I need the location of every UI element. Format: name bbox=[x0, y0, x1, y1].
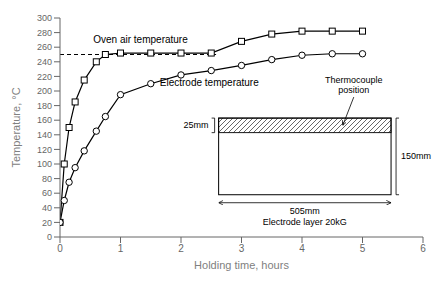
svg-text:300: 300 bbox=[37, 13, 52, 23]
svg-text:25mm: 25mm bbox=[184, 120, 209, 130]
svg-text:6: 6 bbox=[420, 243, 426, 254]
svg-text:200: 200 bbox=[37, 86, 52, 96]
svg-text:20: 20 bbox=[42, 218, 52, 228]
svg-text:Oven air temperature: Oven air temperature bbox=[93, 34, 188, 45]
svg-text:80: 80 bbox=[42, 174, 52, 184]
svg-text:3: 3 bbox=[239, 243, 245, 254]
svg-text:Electrode layer 20kG: Electrode layer 20kG bbox=[263, 217, 347, 227]
svg-text:150mm: 150mm bbox=[401, 151, 431, 161]
svg-text:0: 0 bbox=[57, 243, 63, 254]
svg-text:60: 60 bbox=[42, 188, 52, 198]
svg-text:160: 160 bbox=[37, 115, 52, 125]
svg-text:Holding time, hours: Holding time, hours bbox=[194, 259, 289, 271]
svg-text:40: 40 bbox=[42, 203, 52, 213]
svg-text:0: 0 bbox=[47, 232, 52, 242]
svg-text:Electrode temperature: Electrode temperature bbox=[160, 77, 259, 88]
svg-text:1: 1 bbox=[118, 243, 124, 254]
svg-text:260: 260 bbox=[37, 42, 52, 52]
svg-text:120: 120 bbox=[37, 145, 52, 155]
svg-text:280: 280 bbox=[37, 28, 52, 38]
svg-text:140: 140 bbox=[37, 130, 52, 140]
svg-text:5: 5 bbox=[360, 243, 366, 254]
svg-text:220: 220 bbox=[37, 72, 52, 82]
svg-text:505mm: 505mm bbox=[290, 206, 320, 216]
svg-text:2: 2 bbox=[178, 243, 184, 254]
svg-text:Temperature, °C: Temperature, °C bbox=[10, 87, 22, 167]
svg-text:4: 4 bbox=[299, 243, 305, 254]
svg-text:100: 100 bbox=[37, 159, 52, 169]
svg-text:Thermocoupleposition: Thermocoupleposition bbox=[325, 75, 383, 95]
svg-text:180: 180 bbox=[37, 101, 52, 111]
svg-text:240: 240 bbox=[37, 57, 52, 67]
